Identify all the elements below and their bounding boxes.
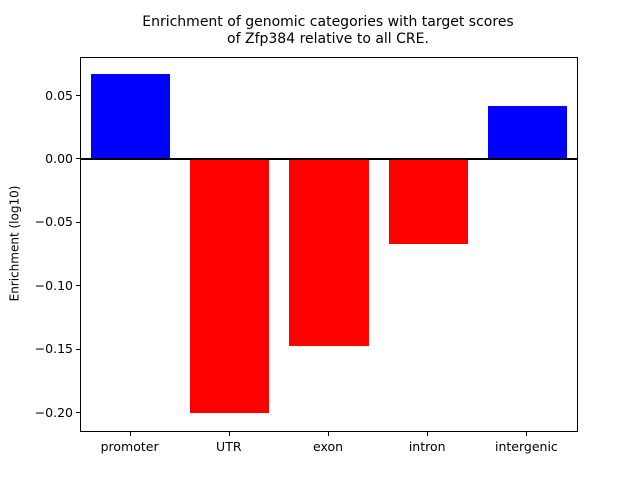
y-tick-label: 0.00: [45, 150, 73, 166]
bar-intron: [388, 159, 468, 245]
y-tick-label: 0.05: [45, 87, 73, 103]
y-tick-mark: [76, 158, 80, 160]
y-tick-mark: [76, 95, 80, 97]
y-tick-mark: [76, 348, 80, 350]
y-tick-label: −0.05: [34, 214, 73, 230]
x-tick-mark: [526, 432, 528, 436]
zero-line: [81, 158, 577, 161]
x-tick-mark: [427, 432, 429, 436]
chart-title-line-2: of Zfp384 relative to all CRE.: [227, 31, 429, 47]
x-tick-label: intergenic: [494, 439, 558, 454]
y-tick-mark: [76, 221, 80, 223]
x-tick-mark: [228, 432, 230, 436]
x-tick-mark: [328, 432, 329, 436]
bar-promoter: [90, 74, 171, 160]
bar-intergenic: [487, 106, 568, 160]
x-tick-label: intron: [408, 439, 446, 454]
y-tick-label: −0.10: [34, 277, 73, 293]
y-tick-label: −0.20: [34, 404, 73, 420]
y-tick-mark: [76, 412, 80, 414]
x-tick-label: UTR: [216, 439, 242, 454]
chart-title-line-1: Enrichment of genomic categories with ta…: [142, 14, 514, 30]
y-tick-mark: [76, 285, 80, 287]
y-tick-label: −0.15: [34, 341, 73, 357]
x-tick-label: exon: [312, 439, 344, 454]
bar-exon: [289, 159, 369, 346]
x-tick-mark: [129, 432, 131, 436]
x-tick-label: promoter: [100, 439, 159, 454]
plot-area: [80, 57, 578, 432]
bar-UTR: [190, 159, 270, 414]
